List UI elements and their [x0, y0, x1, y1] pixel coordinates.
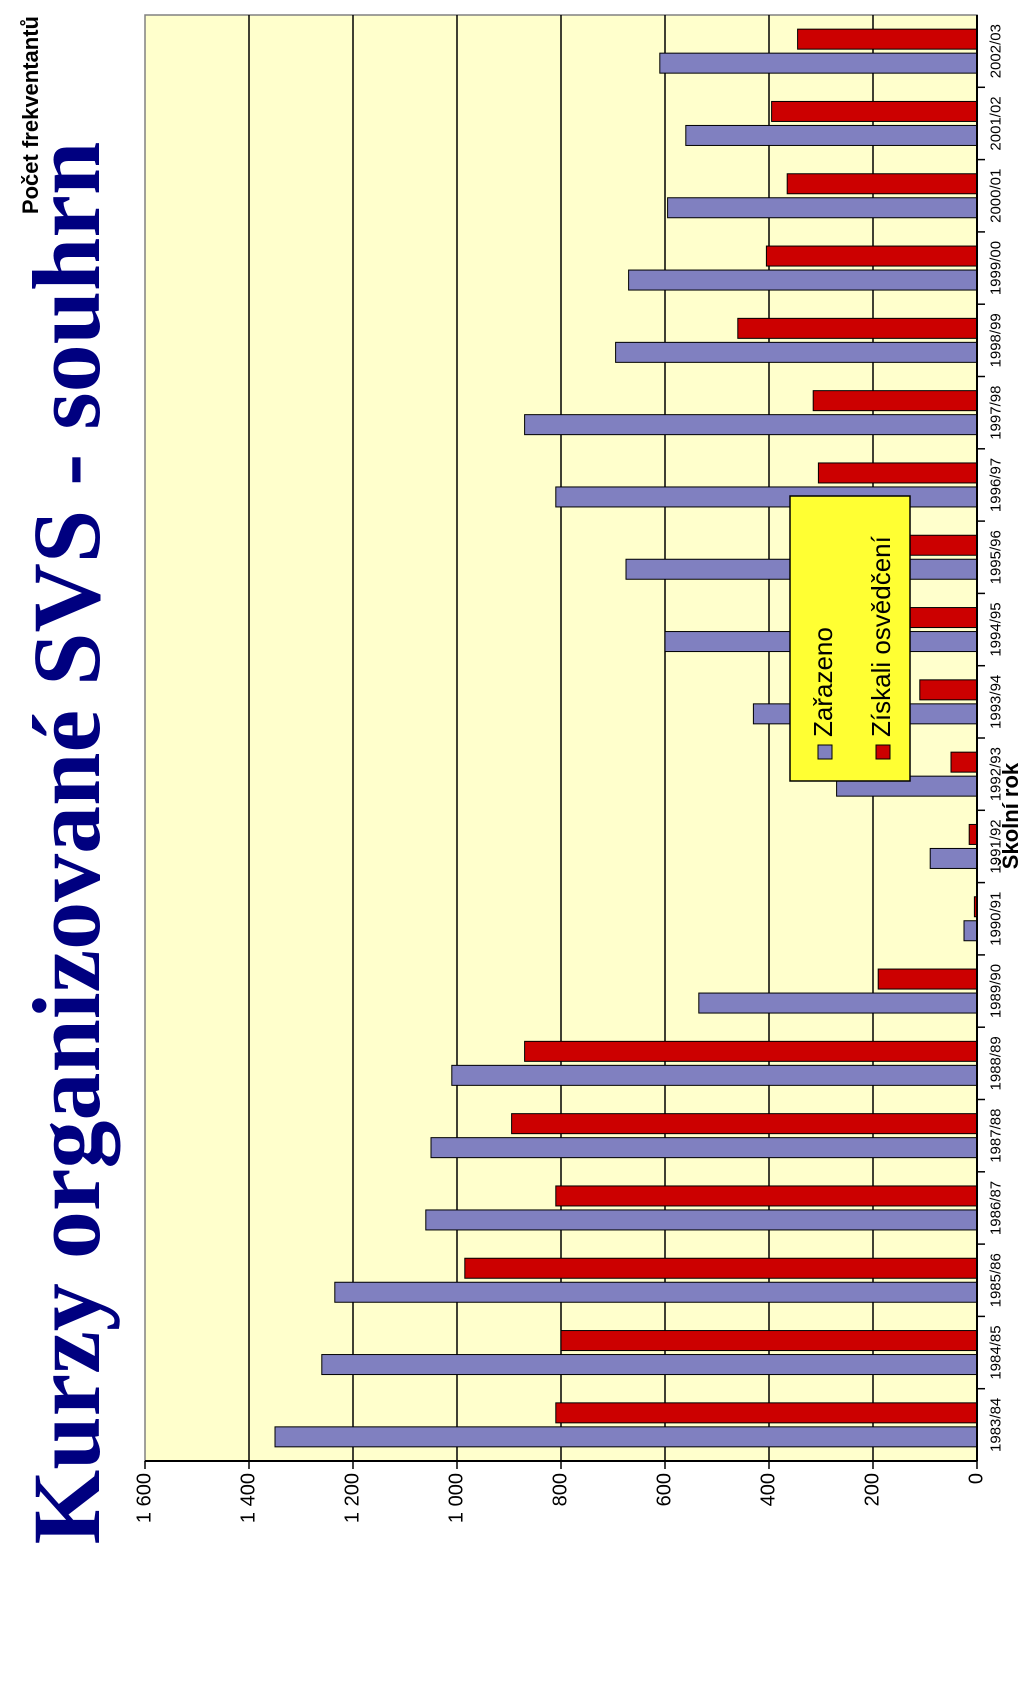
x-tick-label: 1986/87: [987, 1181, 1004, 1235]
y-tick-labels: 0 200 400 600 800 1 000 1 200 1 400 1 600: [133, 1473, 987, 1523]
legend-label-ziskali: Získali osvědčení: [866, 535, 896, 737]
y-tick-label: 400: [757, 1473, 779, 1506]
legend-swatch-ziskali: [875, 744, 891, 760]
x-tick-label: 1988/89: [987, 1036, 1004, 1090]
x-tick-label: 2000/01: [987, 169, 1004, 223]
bar-zarazeno-1983-84: [274, 1426, 978, 1448]
x-tick-label: 1987/88: [987, 1109, 1004, 1163]
x-tick-label: 1999/00: [987, 241, 1004, 295]
bar-ziskali-1983-84: [555, 1402, 978, 1424]
bars-group: [274, 28, 978, 1448]
x-tick-label: 1990/91: [987, 892, 1004, 946]
bar-zarazeno-2000-01: [667, 197, 978, 219]
bar-ziskali-1985-86: [464, 1257, 978, 1279]
bar-ziskali-1997-98: [812, 390, 978, 412]
axes-group: [145, 15, 985, 1462]
legend-swatch-zarazeno: [817, 744, 833, 760]
bar-ziskali-2001-02: [771, 100, 978, 122]
bar-zarazeno-1996-97: [555, 486, 978, 508]
y-tick-label: 200: [861, 1473, 883, 1506]
x-tick-label: 1985/86: [987, 1253, 1004, 1307]
bar-zarazeno-1990-91: [963, 920, 978, 942]
x-tick-label: 2001/02: [987, 96, 1004, 150]
bar-ziskali-1999-00: [765, 245, 978, 267]
bar-ziskali-1987-88: [511, 1113, 978, 1135]
x-tick-label: 1989/90: [987, 964, 1004, 1018]
bar-zarazeno-1991-92: [929, 847, 978, 869]
x-tick-label: 1993/94: [987, 675, 1004, 729]
y-tick-label: 800: [549, 1473, 571, 1506]
bar-zarazeno-1999-00: [628, 269, 978, 291]
bar-zarazeno-1997-98: [524, 414, 978, 436]
x-tick-label: 1992/93: [987, 747, 1004, 801]
y-tick-label: 600: [653, 1473, 675, 1506]
bar-zarazeno-1987-88: [430, 1137, 978, 1159]
bar-ziskali-1993-94: [919, 679, 978, 701]
bar-ziskali-1984-85: [560, 1330, 978, 1352]
x-tick-label: 1994/95: [987, 602, 1004, 656]
x-tick-label: 1996/97: [987, 458, 1004, 512]
legend-box: [789, 495, 911, 782]
x-tick-label: 1997/98: [987, 386, 1004, 440]
y-tick-label: 1 600: [133, 1473, 155, 1523]
y-tick-label: 1 200: [341, 1473, 363, 1523]
chart-title: Kurzy organizované SVS - souhrn: [13, 142, 120, 1545]
bar-ziskali-2002-03: [797, 28, 978, 50]
bar-zarazeno-1989-90: [698, 992, 978, 1014]
bar-ziskali-1992-93: [950, 751, 978, 773]
bar-ziskali-1996-97: [817, 462, 978, 484]
x-tick-label: 1984/85: [987, 1325, 1004, 1379]
legend-label-zarazeno: Zařazeno: [808, 627, 838, 737]
x-tick-labels: 1983/84 1984/85 1985/86 1986/87 1987/88 1988/…: [987, 24, 1004, 1452]
bar-ziskali-2000-01: [786, 173, 978, 195]
bar-zarazeno-1985-86: [334, 1281, 978, 1303]
y-tick-label: 1 000: [445, 1473, 467, 1523]
x-tick-label: 1998/99: [987, 313, 1004, 367]
y-axis-title: Počet frekventantů: [18, 16, 43, 214]
bar-zarazeno-2002-03: [659, 52, 978, 74]
x-axis-title: Školní rok: [998, 762, 1023, 869]
bar-zarazeno-1988-89: [451, 1064, 978, 1086]
bar-ziskali-1988-89: [524, 1040, 978, 1062]
bar-zarazeno-1984-85: [321, 1354, 978, 1376]
bar-zarazeno-1986-87: [425, 1209, 978, 1231]
bar-ziskali-1998-99: [737, 317, 978, 339]
x-tick-label: 1983/84: [987, 1398, 1004, 1452]
bar-ziskali-1991-92: [968, 823, 978, 845]
legend: Zařazeno Získali osvědčení: [789, 495, 911, 782]
x-tick-label: 1991/92: [987, 819, 1004, 873]
x-tick-label: 2002/03: [987, 24, 1004, 78]
y-tick-label: 1 400: [237, 1473, 259, 1523]
bar-zarazeno-2001-02: [685, 124, 978, 146]
bar-ziskali-1989-90: [877, 968, 978, 990]
y-tick-label: 0: [965, 1473, 987, 1484]
x-tick-label: 1995/96: [987, 530, 1004, 584]
bar-zarazeno-1998-99: [615, 341, 978, 363]
bar-ziskali-1986-87: [555, 1185, 978, 1207]
